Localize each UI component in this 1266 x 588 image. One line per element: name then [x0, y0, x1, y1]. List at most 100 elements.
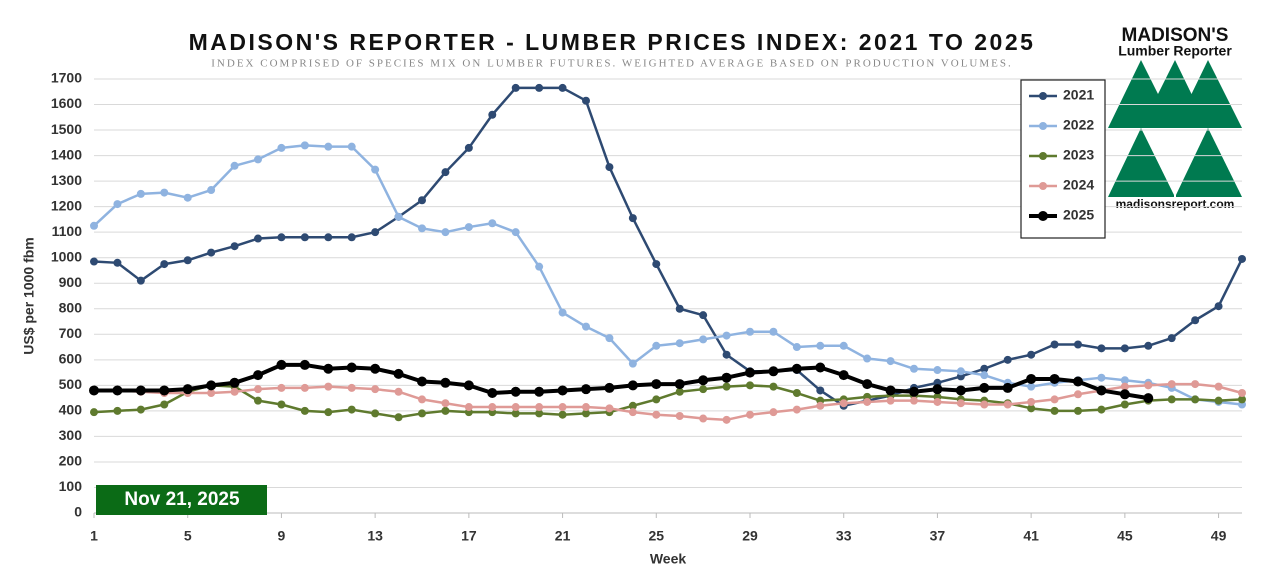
point: [675, 339, 684, 348]
point: [582, 96, 590, 105]
point: [463, 380, 474, 391]
y-axis-label: US$ per 1000 fbm: [21, 237, 37, 355]
point: [207, 186, 216, 195]
point: [441, 168, 450, 177]
point: [535, 403, 544, 412]
point: [394, 413, 403, 422]
x-tick-label: 25: [648, 528, 664, 544]
point: [136, 189, 145, 198]
logo-url: madisonsreport.com: [1116, 197, 1235, 211]
point: [558, 83, 567, 92]
point: [113, 258, 122, 267]
legend-label: 2021: [1063, 87, 1094, 103]
y-tick-label: 1600: [51, 95, 82, 111]
legend-box: [1020, 79, 1106, 239]
point: [300, 141, 309, 150]
point: [300, 233, 309, 242]
point: [816, 341, 825, 350]
point: [863, 354, 872, 363]
point: [1167, 380, 1176, 389]
point: [347, 405, 356, 414]
legend-label: 2025: [1063, 207, 1094, 223]
legend-marker: [1039, 122, 1047, 130]
point: [253, 370, 263, 381]
point: [792, 389, 801, 398]
point: [464, 223, 473, 232]
point: [1027, 382, 1036, 391]
point: [582, 322, 590, 331]
y-tick-label: 600: [59, 351, 83, 367]
point: [558, 410, 567, 419]
point: [441, 399, 450, 408]
point: [1074, 406, 1082, 415]
point: [299, 359, 310, 370]
point: [1120, 382, 1129, 391]
point: [1191, 380, 1200, 389]
point: [1027, 404, 1036, 413]
point: [160, 400, 169, 409]
y-tick-label: 1500: [51, 121, 82, 137]
point: [1050, 395, 1059, 404]
point: [90, 408, 98, 417]
point: [1143, 393, 1154, 404]
y-tick-label: 1200: [51, 197, 82, 213]
point: [605, 163, 614, 172]
point: [535, 83, 544, 92]
point: [1002, 382, 1013, 393]
annotation-background: [96, 485, 267, 515]
point: [1074, 340, 1082, 349]
point: [932, 384, 943, 395]
point: [511, 228, 520, 237]
point: [792, 405, 801, 414]
point: [1167, 334, 1176, 343]
point: [1003, 400, 1012, 409]
y-tick-label: 1700: [51, 70, 82, 86]
point: [956, 399, 965, 408]
point: [933, 366, 942, 375]
point: [371, 385, 380, 394]
point: [206, 380, 217, 391]
point: [464, 403, 473, 412]
point: [535, 409, 544, 418]
point: [1191, 395, 1200, 404]
point: [862, 379, 873, 390]
point: [745, 367, 755, 378]
legend-label: 2022: [1063, 117, 1094, 133]
series: [90, 141, 1246, 409]
point: [722, 350, 731, 359]
x-axis-label: Week: [650, 551, 687, 567]
point: [1214, 396, 1223, 405]
point: [441, 406, 450, 415]
point: [863, 397, 872, 406]
point: [558, 308, 567, 317]
point: [159, 385, 170, 396]
x-tick-label: 33: [836, 528, 852, 544]
point: [1214, 382, 1223, 391]
point: [839, 341, 848, 350]
point: [838, 370, 849, 381]
point: [980, 400, 989, 409]
point: [277, 233, 286, 242]
x-tick-label: 49: [1211, 528, 1227, 544]
point: [160, 260, 169, 269]
point: [1026, 373, 1037, 384]
legend-marker: [1038, 211, 1048, 221]
x-tick-label: 1: [90, 528, 98, 544]
point: [651, 379, 662, 390]
point: [768, 366, 779, 377]
point: [183, 193, 192, 202]
point: [347, 142, 356, 151]
point: [628, 401, 637, 410]
chart-subtitle: INDEX COMPRISED OF SPECIES MIX ON LUMBER…: [211, 58, 1012, 70]
y-tick-label: 500: [59, 376, 83, 392]
point: [722, 415, 731, 424]
point: [675, 411, 684, 420]
legend-marker: [1039, 152, 1047, 160]
point: [816, 401, 825, 410]
point: [675, 304, 684, 313]
logo: MADISON'S Lumber Reporter madisonsreport…: [1108, 25, 1242, 211]
point: [909, 386, 919, 397]
point: [371, 409, 380, 418]
point: [112, 385, 123, 396]
point: [90, 257, 98, 266]
